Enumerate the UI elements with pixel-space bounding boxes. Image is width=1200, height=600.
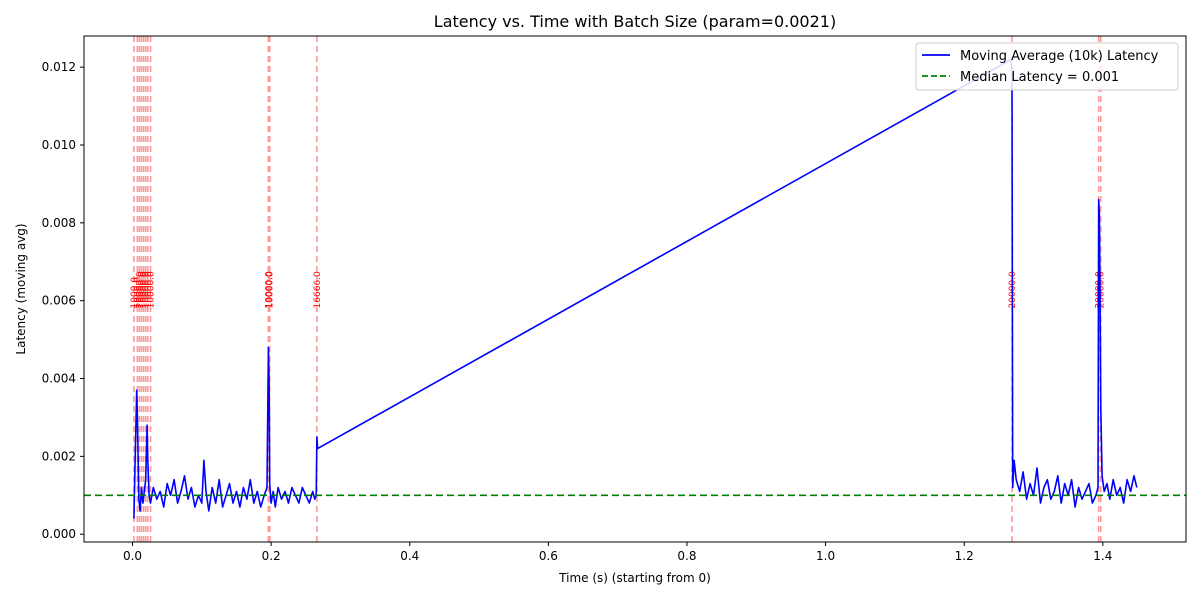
- batch-marker-label: 10000.0: [142, 271, 152, 308]
- legend: Moving Average (10k) Latency Median Late…: [915, 42, 1179, 91]
- x-tick-label: 0.4: [400, 549, 419, 563]
- batch-marker-label: 5000.0: [133, 277, 143, 309]
- x-tick-label: 0.8: [677, 549, 696, 563]
- batch-marker-label: 20000.0: [1097, 271, 1107, 308]
- x-axis-label: Time (s) (starting from 0): [558, 571, 711, 585]
- legend-label-moving-average: Moving Average (10k) Latency: [960, 49, 1159, 64]
- chart-title: Latency vs. Time with Batch Size (param=…: [434, 12, 836, 31]
- y-tick-label: 0.012: [42, 60, 76, 74]
- y-axis-label: Latency (moving avg): [14, 223, 28, 354]
- series-layer: [133, 58, 1138, 519]
- x-tick-label: 1.0: [816, 549, 835, 563]
- batch-marker-label: 16666.0: [313, 271, 323, 308]
- x-tick-label: 1.2: [955, 549, 974, 563]
- batch-marker-label: 10000.0: [144, 271, 154, 308]
- y-axis: 0.000 0.002 0.004 0.006 0.008 0.010 0.012: [42, 60, 84, 541]
- batch-marker-label: 10000.0: [147, 271, 157, 308]
- legend-box: [915, 42, 1179, 91]
- batch-marker-label: 1000.0: [130, 277, 140, 309]
- x-tick-label: 0.6: [539, 549, 558, 563]
- x-tick-label: 0.2: [262, 549, 281, 563]
- series-line-moving-average: [133, 58, 1138, 519]
- y-tick-label: 0.004: [42, 372, 76, 386]
- batch-marker-label: 10000.0: [138, 271, 148, 308]
- x-tick-label: 1.4: [1093, 549, 1112, 563]
- batch-marker-label: 10000.0: [140, 271, 150, 308]
- y-tick-label: 0.010: [42, 138, 76, 152]
- x-tick-label: 0.0: [123, 549, 142, 563]
- y-tick-label: 0.008: [42, 216, 76, 230]
- x-axis: 0.0 0.2 0.4 0.6 0.8 1.0 1.2 1.4: [123, 542, 1112, 563]
- legend-label-median: Median Latency = 0.001: [960, 70, 1119, 85]
- batch-marker-label: 10000.0: [135, 271, 145, 308]
- y-tick-label: 0.002: [42, 449, 76, 463]
- y-tick-label: 0.000: [42, 527, 76, 541]
- y-tick-label: 0.006: [42, 294, 76, 308]
- batch-marker-label: 10000.0: [266, 271, 276, 308]
- plot-frame: [83, 35, 1187, 543]
